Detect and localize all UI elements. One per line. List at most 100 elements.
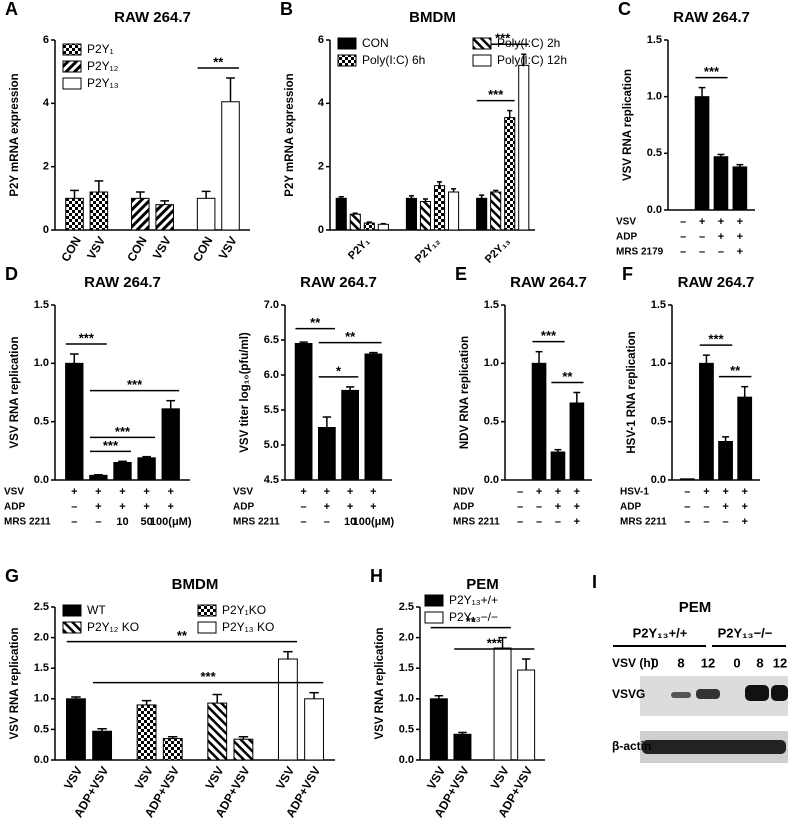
treatment-label: MRS 2211 — [4, 517, 51, 528]
bar — [277, 658, 298, 761]
legend-label: Poly(I:C) 6h — [362, 53, 425, 67]
treatment-mark: + — [741, 486, 747, 498]
chart-title: RAW 264.7 — [84, 274, 161, 291]
treatment-mark: + — [347, 486, 353, 498]
treatment-mark: – — [680, 216, 686, 228]
treatment-mark: 100(μM) — [353, 516, 395, 528]
legend-swatch — [472, 54, 492, 67]
legend-label: P2Y₁₃ — [87, 76, 119, 90]
chart-title: RAW 264.7 — [510, 274, 587, 291]
y-tick-label: 0.0 — [399, 754, 414, 766]
treatment-mark: + — [555, 501, 561, 513]
bar — [453, 733, 472, 761]
treatment-mark: + — [574, 516, 580, 528]
significance-label: ** — [310, 315, 321, 330]
y-tick-label: 5.5 — [264, 404, 279, 416]
treatment-mark: + — [324, 486, 330, 498]
y-tick-label: 1.0 — [651, 357, 666, 369]
treatment-label: ADP — [233, 502, 254, 513]
treatment-mark: – — [555, 516, 561, 528]
y-tick-label: 1.5 — [399, 662, 414, 674]
bar — [517, 669, 536, 761]
y-tick-label: 0.0 — [651, 474, 666, 486]
bar — [335, 197, 347, 231]
legend-swatch — [62, 77, 82, 90]
x-tick-label: VSV — [150, 234, 174, 262]
y-tick-label: 0 — [318, 224, 324, 236]
x-tick-label: VSV — [488, 764, 512, 792]
legend-swatch — [62, 621, 82, 634]
treatment-mark: – — [517, 486, 523, 498]
treatment-mark: – — [324, 516, 330, 528]
treatment-mark: – — [699, 246, 705, 258]
bar — [304, 698, 324, 761]
significance-label: ** — [562, 369, 573, 384]
treatment-mark: + — [324, 501, 330, 513]
treatment-label: ADP — [620, 502, 641, 513]
treatment-mark: – — [301, 516, 307, 528]
legend-label: Poly(I:C) 2h — [497, 36, 560, 50]
y-tick-label: 2 — [318, 161, 324, 173]
y-axis-label: NDV RNA replication — [459, 336, 471, 449]
legend-swatch — [197, 604, 217, 617]
treatment-mark: + — [119, 501, 125, 513]
panel-letter: B — [280, 0, 293, 19]
legend-label: P2Y₁₂ — [87, 59, 119, 73]
treatment-mark: + — [718, 231, 724, 243]
treatment-mark: – — [301, 501, 307, 513]
treatment-mark: – — [517, 516, 523, 528]
panel-letter: H — [370, 566, 383, 586]
y-tick-label: 1.0 — [399, 693, 414, 705]
legend-swatch — [424, 594, 444, 607]
bar — [518, 64, 530, 231]
bar — [221, 101, 240, 231]
bar — [155, 204, 174, 231]
y-tick-label: 1.5 — [647, 34, 662, 46]
treatment-mark: + — [555, 486, 561, 498]
y-tick-label: 2.5 — [399, 601, 414, 613]
legend-label: WT — [87, 603, 106, 617]
y-axis-label: VSV RNA replication — [9, 336, 21, 448]
bar — [92, 730, 113, 761]
significance-label: *** — [103, 438, 119, 453]
bar — [694, 96, 710, 211]
bar — [448, 191, 460, 231]
legend-label: P2Y₁KO — [222, 603, 266, 617]
time: 12 — [701, 655, 715, 670]
y-axis-label: P2Y mRNA expression — [9, 73, 21, 196]
significance-label: *** — [127, 377, 143, 392]
significance-label: *** — [495, 31, 511, 46]
band — [745, 685, 769, 701]
y-axis-label: VSV titer log₁₀(pfu/ml) — [239, 332, 251, 453]
y-tick-label: 0.0 — [647, 204, 662, 216]
legend-label: P2Y₁₃−/− — [449, 610, 498, 624]
treatment-label: MRS 2211 — [620, 517, 667, 528]
significance-label: ** — [177, 628, 188, 643]
x-tick-label: CON — [124, 234, 149, 264]
bar — [113, 462, 132, 481]
significance-label: *** — [488, 87, 504, 102]
treatment-mark: + — [737, 246, 743, 258]
y-tick-label: 0.5 — [647, 147, 662, 159]
treatment-mark: + — [95, 501, 101, 513]
treatment-mark: – — [536, 516, 542, 528]
x-tick-label: P2Y₁₂ — [413, 236, 443, 266]
bar — [65, 197, 84, 231]
bar — [699, 362, 714, 481]
y-tick-label: 2.0 — [399, 632, 414, 644]
bar — [136, 704, 157, 761]
x-tick-label: CON — [190, 234, 215, 264]
treatment-label: MRS 2211 — [453, 517, 500, 528]
x-tick-label: VSV — [273, 764, 297, 792]
x-tick-label: P2Y₁₃ — [483, 236, 513, 266]
treatment-label: ADP — [453, 502, 474, 513]
treatment-mark: + — [737, 231, 743, 243]
significance-label: ** — [213, 54, 224, 69]
bar — [196, 197, 216, 231]
legend-swatch — [337, 37, 357, 50]
bar — [131, 197, 150, 231]
legend-label: P2Y₁₂ KO — [87, 620, 139, 634]
bar — [294, 343, 313, 481]
row-label: β-actin — [612, 739, 651, 753]
treatment-mark: + — [741, 516, 747, 528]
